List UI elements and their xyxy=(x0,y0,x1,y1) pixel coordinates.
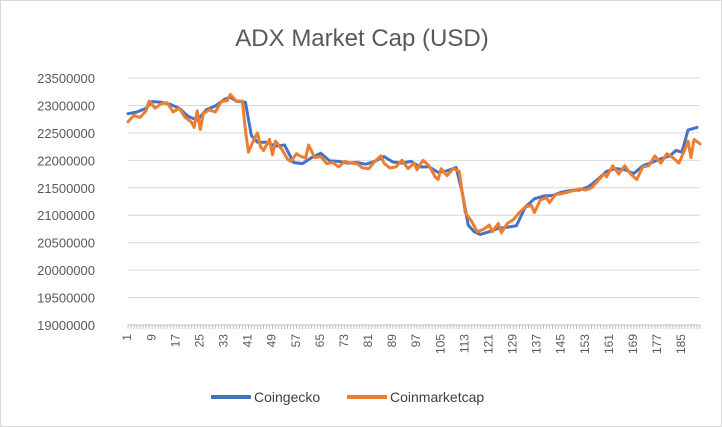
x-tick-label: 17 xyxy=(168,334,182,348)
x-tick-label: 73 xyxy=(337,334,351,348)
x-tick-label: 41 xyxy=(241,334,255,348)
x-tick-label: 113 xyxy=(457,334,471,353)
x-tick-label: 65 xyxy=(313,334,327,348)
y-tick-label: 23000000 xyxy=(37,98,95,113)
x-tick-label: 137 xyxy=(530,334,544,354)
x-tick-label: 145 xyxy=(554,334,568,354)
x-tick-label: 177 xyxy=(650,334,664,354)
x-tick-label: 25 xyxy=(192,334,206,348)
gridlines xyxy=(128,77,700,326)
y-axis-ticks: 19000000 19500000 20000000 20500000 21000000… xyxy=(37,71,95,333)
x-tick-label: 89 xyxy=(385,334,399,348)
y-tick-label: 20500000 xyxy=(37,236,95,251)
x-tick-label: 1 xyxy=(120,334,134,341)
y-tick-label: 22000000 xyxy=(37,153,95,168)
legend-label-coinmarketcap: Coinmarketcap xyxy=(390,389,484,405)
x-tick-label: 121 xyxy=(481,334,495,354)
y-tick-label: 23500000 xyxy=(37,71,95,86)
y-tick-label: 22500000 xyxy=(37,126,95,141)
x-tick-label: 153 xyxy=(578,334,592,354)
series-line-coinmarketcap xyxy=(126,93,702,235)
y-tick-label: 21000000 xyxy=(37,208,95,223)
y-tick-label: 21500000 xyxy=(37,181,95,196)
x-tick-label: 105 xyxy=(433,334,447,354)
x-tick-label: 129 xyxy=(506,334,520,354)
x-tick-label: 33 xyxy=(217,334,231,348)
legend-label-coingecko: Coingecko xyxy=(254,389,320,405)
x-tick-label: 161 xyxy=(602,334,616,354)
y-tick-label: 19000000 xyxy=(37,318,95,333)
x-tick-label: 49 xyxy=(265,334,279,348)
x-tick-label: 185 xyxy=(674,334,688,354)
x-tick-label: 9 xyxy=(144,334,158,341)
y-tick-label: 20000000 xyxy=(37,263,95,278)
series-lines xyxy=(126,93,702,236)
x-tick-label: 97 xyxy=(409,334,423,348)
x-tick-label: 57 xyxy=(289,334,303,348)
legend: Coingecko Coinmarketcap xyxy=(211,389,484,405)
x-tick-label: 81 xyxy=(361,334,375,348)
chart-title: ADX Market Cap (USD) xyxy=(235,25,488,52)
x-axis: 1 9 17 25 33 41 49 57 65 73 81 89 97 105 113 121 129 137 1… xyxy=(120,324,701,354)
x-tick-label: 169 xyxy=(626,334,640,354)
y-tick-label: 19500000 xyxy=(37,291,95,306)
